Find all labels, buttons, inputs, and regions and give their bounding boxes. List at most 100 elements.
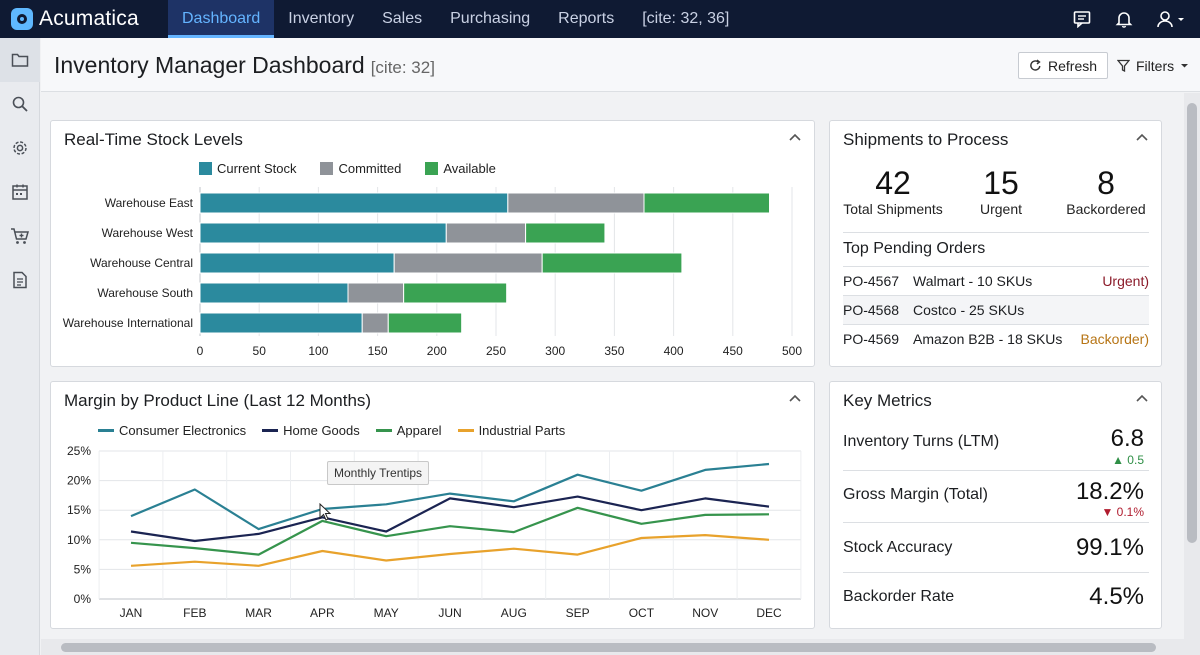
legend-industrial-parts[interactable]: Industrial Parts: [457, 423, 565, 438]
x-tick-label: NOV: [692, 606, 718, 620]
collapse-chevron-up-icon[interactable]: [1135, 392, 1149, 406]
nav-reports[interactable]: Reports: [558, 10, 615, 27]
chevron-down-icon: [1181, 64, 1189, 68]
margin-line-chart: 0% 5% 10% 15% 20% 25% JAN FEB MAR APR MAY JUN AUG SEP…: [67, 444, 802, 620]
order-row[interactable]: PO-4567 Walmart - 10 SKUs Urgent): [843, 266, 1149, 295]
nav-dashboard[interactable]: Dashboard: [168, 0, 275, 38]
filter-icon: [1117, 59, 1130, 72]
series-line: [130, 534, 770, 567]
scroll-thumb[interactable]: [1187, 103, 1197, 543]
legend-apparel[interactable]: Apparel: [375, 423, 442, 438]
metric-delta-down: ▼ 0.1%: [1101, 505, 1144, 519]
nav-inventory[interactable]: Inventory: [288, 10, 355, 27]
chart-tooltip: Monthly Trentips: [327, 461, 430, 485]
legend-home-goods[interactable]: Home Goods: [262, 423, 360, 438]
legend-line: [375, 429, 392, 432]
metric-label: Gross Margin (Total): [843, 486, 988, 503]
search-icon[interactable]: [10, 94, 30, 114]
order-row[interactable]: PO-4568 Costco - 25 SKUs: [843, 295, 1149, 324]
category-label: Warehouse East: [105, 196, 194, 210]
x-tick-label: OCT: [629, 606, 655, 620]
x-tick-label: DEC: [756, 606, 782, 620]
metric-label: Inventory Turns (LTM): [843, 433, 1000, 450]
horizontal-scrollbar[interactable]: [41, 639, 1184, 655]
legend-label: Committed: [338, 161, 402, 176]
legend-line: [262, 429, 279, 432]
series-line: [130, 495, 770, 543]
x-tick-label: 50: [253, 344, 267, 358]
stat-urgent[interactable]: 15 Urgent: [956, 165, 1046, 217]
bar-segment: [507, 192, 645, 214]
shipments-card-title: Shipments to Process: [843, 130, 1009, 149]
main-nav: Dashboard Inventory Sales Purchasing Rep…: [168, 0, 743, 38]
stat-value: 42: [875, 165, 911, 201]
page-title-cite: [cite: 32]: [370, 58, 435, 77]
settings-gear-icon[interactable]: [10, 138, 30, 158]
bar-segment: [361, 312, 389, 334]
margin-card-title: Margin by Product Line (Last 12 Months): [64, 391, 372, 410]
vertical-scrollbar[interactable]: [1184, 93, 1200, 655]
cart-icon[interactable]: [10, 226, 30, 246]
section-divider: [843, 232, 1149, 233]
x-tick-label: 200: [427, 344, 447, 358]
x-tick-label: 350: [604, 344, 624, 358]
bar-segment: [643, 192, 771, 214]
metric-backorder-rate[interactable]: Backorder Rate 4.5%: [843, 573, 1149, 623]
order-row[interactable]: PO-4569 Amazon B2B - 18 SKUs Backorder): [843, 324, 1149, 353]
legend-consumer-electronics[interactable]: Consumer Electronics: [98, 423, 246, 438]
x-tick-label: 300: [545, 344, 565, 358]
collapse-chevron-up-icon[interactable]: [1135, 131, 1149, 145]
nav-purchasing[interactable]: Purchasing: [450, 10, 531, 27]
x-tick-label: AUG: [501, 606, 527, 620]
key-metrics-card: Key Metrics Inventory Turns (LTM) 6.8 ▲ …: [829, 381, 1162, 629]
metric-stock-accuracy[interactable]: Stock Accuracy 99.1%: [843, 523, 1149, 573]
nav-sales[interactable]: Sales: [382, 10, 423, 27]
stat-backordered[interactable]: 8 Backordered: [1056, 165, 1156, 217]
x-tick-label: 250: [486, 344, 506, 358]
metric-inventory-turns[interactable]: Inventory Turns (LTM) 6.8 ▲ 0.5: [843, 420, 1149, 471]
calendar-icon[interactable]: [10, 182, 30, 202]
bar-segment: [387, 312, 463, 334]
mouse-cursor-icon: [319, 503, 332, 521]
x-tick-label: 100: [308, 344, 328, 358]
chat-icon[interactable]: [1072, 9, 1092, 29]
bar-segment: [445, 222, 527, 244]
collapse-chevron-up-icon[interactable]: [788, 131, 802, 145]
x-tick-label: 0: [197, 344, 204, 358]
stat-label: Total Shipments: [843, 201, 943, 217]
y-tick-label: 25%: [67, 444, 91, 458]
stat-value: 15: [983, 165, 1019, 201]
document-icon[interactable]: [10, 270, 30, 290]
sidebar-folder-item[interactable]: [0, 38, 40, 82]
legend-available[interactable]: Available: [425, 161, 496, 176]
refresh-button[interactable]: Refresh: [1018, 52, 1109, 79]
scroll-thumb[interactable]: [61, 643, 1156, 652]
legend-swatch: [199, 162, 212, 175]
legend-current-stock[interactable]: Current Stock: [199, 161, 296, 176]
shipments-card: Shipments to Process 42 Total Shipments …: [829, 120, 1162, 367]
bell-icon[interactable]: [1114, 9, 1134, 29]
bar-segment: [199, 282, 349, 304]
refresh-icon: [1030, 59, 1041, 71]
metric-label: Backorder Rate: [843, 588, 955, 605]
stat-total-shipments[interactable]: 42 Total Shipments: [838, 165, 948, 217]
filters-label: Filters: [1136, 57, 1175, 74]
filters-button[interactable]: Filters: [1107, 52, 1199, 79]
nav-cite-text: [cite: 32, 36]: [642, 10, 730, 27]
bar-segment: [199, 252, 395, 274]
x-tick-label: 450: [723, 344, 743, 358]
folder-icon: [11, 53, 29, 67]
app-logo[interactable]: Acumatica: [0, 0, 168, 38]
metric-gross-margin[interactable]: Gross Margin (Total) 18.2% ▼ 0.1%: [843, 471, 1149, 523]
collapse-chevron-up-icon[interactable]: [788, 392, 802, 406]
metric-delta-up: ▲ 0.5: [1112, 453, 1144, 467]
legend-committed[interactable]: Committed: [320, 161, 401, 176]
order-desc: Costco - 25 SKUs: [913, 302, 1025, 318]
x-tick-label: MAR: [245, 606, 272, 620]
user-menu-icon[interactable]: [1156, 9, 1186, 29]
x-tick-label: 150: [368, 344, 388, 358]
metric-value: 4.5%: [1089, 583, 1144, 610]
x-tick-label: SEP: [566, 606, 590, 620]
margin-card: Margin by Product Line (Last 12 Months) …: [50, 381, 815, 629]
y-tick-label: 5%: [74, 562, 92, 576]
